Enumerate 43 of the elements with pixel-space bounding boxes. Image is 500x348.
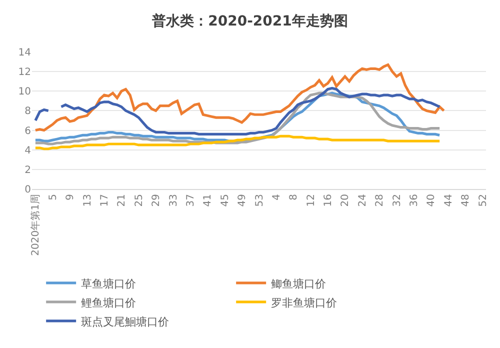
- y-tick-label: 8: [24, 106, 31, 118]
- x-tick-label: 25: [134, 194, 145, 207]
- x-tick-label: 52: [478, 194, 489, 207]
- x-tick-label: 32: [392, 194, 403, 207]
- x-tick-label: 5: [48, 194, 59, 200]
- line-series: [34, 63, 446, 132]
- x-tick-label: 9: [65, 194, 76, 200]
- x-tick-label: 45: [220, 194, 231, 207]
- x-tick-label: 12: [306, 194, 317, 207]
- x-tick-label: 36: [409, 194, 420, 207]
- x-tick-label: 49: [237, 194, 248, 207]
- chart-title: 普水类：2020-2021年走势图: [151, 12, 348, 30]
- x-tick-label: 53: [254, 194, 266, 207]
- y-tick-label: 14: [18, 48, 31, 58]
- x-tick-label: 24: [357, 194, 368, 207]
- legend-label: 草鱼塘口价: [81, 277, 136, 290]
- x-tick-label: 28: [374, 194, 386, 207]
- legend-label: 鲤鱼塘口价: [81, 296, 136, 310]
- x-tick-label: 2020年第1周: [30, 194, 42, 256]
- x-tick-label: 17: [99, 194, 110, 207]
- x-tick-label: 37: [185, 194, 196, 207]
- legend-label: 鲫鱼塘口价: [271, 277, 326, 290]
- line-series: [34, 134, 441, 150]
- legend-label: 罗非鱼塘口价: [271, 296, 338, 310]
- x-tick-label: 4: [271, 194, 282, 200]
- y-tick-label: 12: [18, 67, 31, 78]
- y-tick-label: 0: [24, 184, 31, 196]
- y-tick-label: 6: [24, 126, 31, 137]
- y-tick-label: 10: [18, 86, 31, 98]
- y-tick-label: 2: [24, 164, 31, 176]
- x-tick-label: 16: [323, 194, 334, 207]
- x-tick-label: 48: [460, 194, 472, 207]
- x-tick-label: 20: [340, 194, 352, 207]
- x-tick-label: 33: [168, 194, 180, 207]
- x-tick-label: 21: [116, 194, 128, 207]
- x-tick-label: 8: [288, 194, 300, 200]
- y-tick-label: 4: [24, 145, 31, 156]
- x-tick-label: 29: [151, 194, 162, 207]
- x-tick-label: 13: [82, 194, 94, 207]
- legend-label: 斑点叉尾鮰塘口价: [81, 315, 170, 328]
- x-tick-label: 44: [443, 194, 454, 207]
- x-tick-label: 41: [202, 194, 214, 207]
- x-tick-label: 40: [426, 194, 438, 207]
